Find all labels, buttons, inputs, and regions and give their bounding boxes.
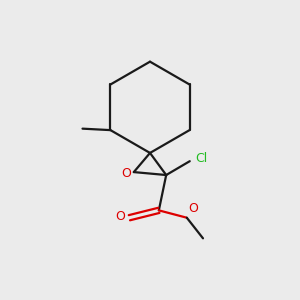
- Text: O: O: [122, 167, 131, 180]
- Text: Cl: Cl: [195, 152, 207, 165]
- Text: O: O: [115, 210, 125, 223]
- Text: O: O: [188, 202, 198, 215]
